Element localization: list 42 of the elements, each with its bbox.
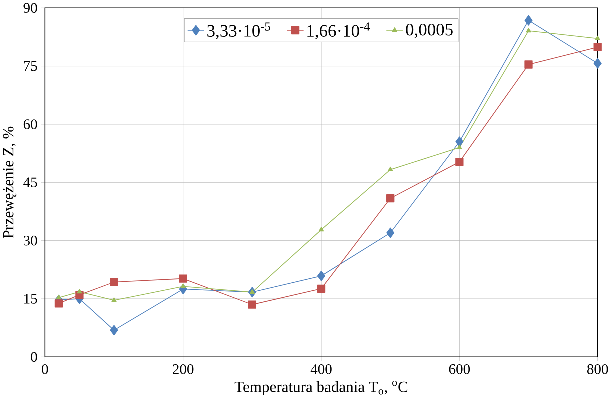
point [386,228,395,238]
x-axis-title: Temperatura badania T$_{o}$, $^{o}$C [234,381,408,396]
point [524,15,533,26]
x-tick-label: 400 [310,364,332,374]
point [112,298,117,302]
y-tick-label: 60 [24,120,38,130]
legend-label: 1,66·10$^{-4}$ [308,22,370,40]
point [594,58,602,69]
point [526,28,532,33]
point [386,194,395,203]
point [56,295,62,300]
y-tick-label: 30 [24,236,38,246]
x-tick-label: 0 [42,364,48,374]
point [77,289,82,294]
point [317,271,326,282]
point [388,167,394,172]
point [457,144,462,150]
y-tick-label: 45 [24,178,38,188]
y-tick-label: 0 [31,352,38,362]
point [456,158,464,166]
y-tick-label: 90 [24,3,38,14]
point [110,278,118,287]
point [456,136,464,148]
x-tick-label: 800 [587,364,608,374]
x-tick-label: 600 [449,364,470,374]
point [250,290,255,294]
x-tick-label: 200 [173,364,194,374]
legend-label: 3,33·10$^{-5}$ [208,22,270,40]
point [179,274,188,284]
y-axis-title: Przewężenie Z, % [3,127,17,239]
point [248,300,256,310]
point [180,284,186,288]
point [317,284,326,294]
point [54,300,64,308]
point [524,60,533,69]
point [595,36,600,41]
point [594,43,602,52]
y-tick-label: 15 [24,294,38,304]
legend-label: 0,0005 [406,24,453,38]
y-tick-label: 75 [24,62,38,72]
point [318,227,324,232]
point [110,325,118,336]
